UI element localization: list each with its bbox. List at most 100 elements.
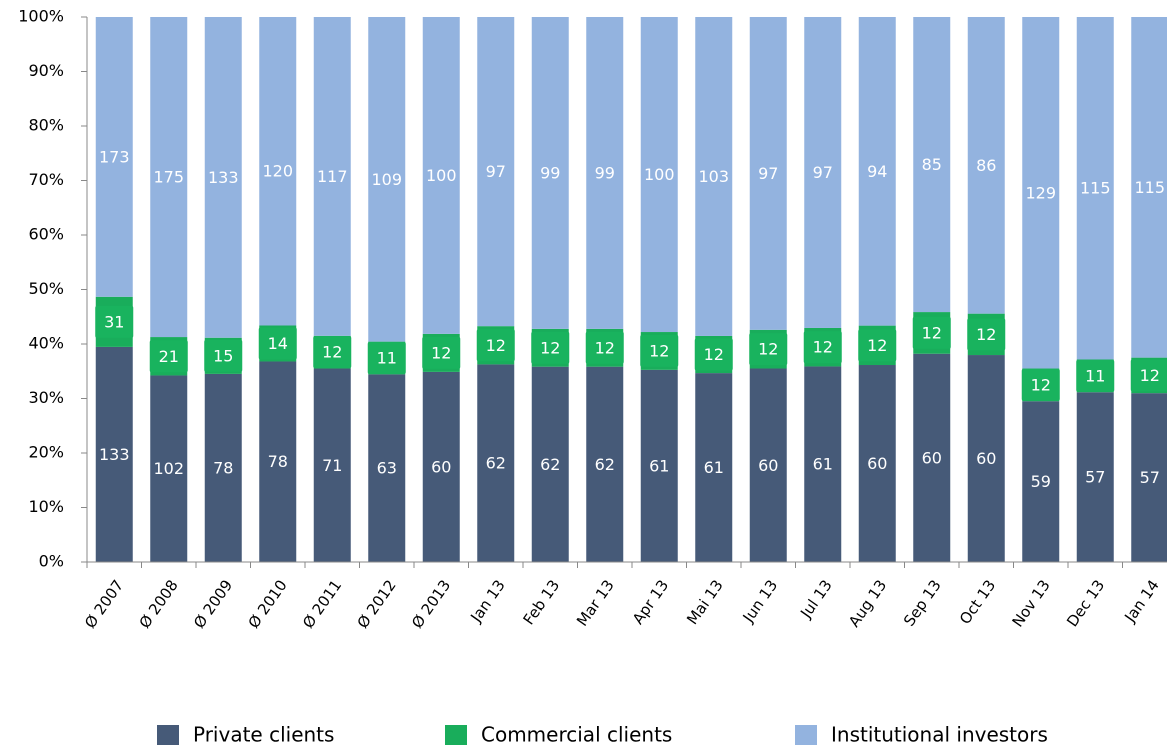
data-label: 12 [704,345,724,364]
data-label: 175 [153,168,184,187]
label-box [694,338,733,371]
label-box [149,340,188,373]
data-label: 78 [213,458,233,477]
data-label: 71 [322,456,342,475]
data-label: 12 [649,341,669,360]
data-label: 129 [1025,183,1056,202]
data-label: 14 [268,334,288,353]
data-label: 57 [1085,468,1105,487]
bar-segment [1131,17,1167,358]
data-label: 117 [317,167,348,186]
data-label: 115 [1080,179,1111,198]
label-box [1021,368,1060,401]
data-label: 133 [208,168,239,187]
data-label: 61 [704,458,724,477]
data-label: 60 [758,456,778,475]
bar-segment [967,17,1005,314]
data-label: 59 [1031,472,1051,491]
label-box [531,331,570,364]
bar-segment [150,375,188,562]
data-label: 12 [322,343,342,362]
data-label: 60 [431,457,451,476]
data-label: 97 [758,164,778,183]
label-box [95,305,134,338]
label-box [204,339,243,372]
bar-segment [749,368,787,562]
data-label: 12 [922,323,942,342]
data-label: 97 [486,162,506,181]
y-tick-label: 30% [28,388,64,407]
y-tick-label: 80% [28,116,64,135]
bar-segment [477,17,515,327]
y-tick-label: 10% [28,497,64,516]
bar-segment [313,368,351,562]
x-tick-label: Mar 13 [573,577,618,630]
data-label: 12 [976,325,996,344]
bar-segment [1076,17,1114,360]
bar-segment [804,17,842,328]
bar-segment [913,353,951,562]
label-box [640,334,679,367]
bar-segment [1022,401,1060,562]
bar-segment [531,17,569,329]
data-label: 12 [1140,366,1160,385]
x-tick-label: Ø 2008 [136,577,182,632]
x-tick-label: Dec 13 [1063,577,1108,631]
label-box [258,327,297,360]
bar-segment [313,17,351,336]
data-label: 133 [99,445,130,464]
x-tick-label: Jan 13 [466,577,508,627]
bar-segment [1076,392,1114,562]
data-label: 21 [159,347,179,366]
label-box [313,336,352,369]
x-tick-label: Ø 2012 [354,577,400,632]
data-label: 109 [371,170,402,189]
data-label: 62 [595,455,615,474]
bar-segment [858,17,896,326]
y-tick-label: 100% [18,7,64,26]
x-tick-label: Sep 13 [900,577,945,630]
data-label: 62 [540,455,560,474]
y-tick-label: 40% [28,334,64,353]
label-box [1130,359,1167,392]
x-tick-label: Oct 13 [956,577,999,628]
data-label: 120 [262,162,293,181]
label-box [749,333,788,366]
data-label: 57 [1140,468,1160,487]
bar-segment [150,17,188,338]
data-label: 12 [813,338,833,357]
data-label: 100 [426,166,457,185]
bar-segment [858,365,896,562]
bar-segment [640,369,678,562]
bar-segment [695,17,733,336]
bar-segment [1022,17,1060,369]
data-label: 11 [1085,366,1105,385]
legend-label: Private clients [193,723,334,747]
data-label: 94 [867,162,887,181]
bar-segment [95,346,133,562]
label-box [476,329,515,362]
data-label: 12 [1031,375,1051,394]
x-tick-label: Ø 2011 [299,577,345,632]
data-label: 85 [922,155,942,174]
bar-segment [259,17,297,326]
x-tick-label: Feb 13 [520,577,564,629]
y-tick-label: 90% [28,61,64,80]
bar-segment [695,373,733,562]
data-label: 11 [377,348,397,367]
label-box [803,331,842,364]
bar-segment [204,373,242,562]
label-box [422,336,461,369]
y-tick-label: 70% [28,170,64,189]
legend-swatch [445,725,467,745]
bar-segment [913,17,951,313]
data-label: 60 [922,448,942,467]
y-tick-label: 50% [28,279,64,298]
x-tick-label: Aug 13 [845,577,890,631]
data-label: 100 [644,165,675,184]
bar-segment [586,366,624,562]
data-label: 60 [976,449,996,468]
x-tick-label: Jun 13 [739,577,781,627]
bar-segment [967,355,1005,562]
x-tick-label: Ø 2013 [408,577,454,632]
